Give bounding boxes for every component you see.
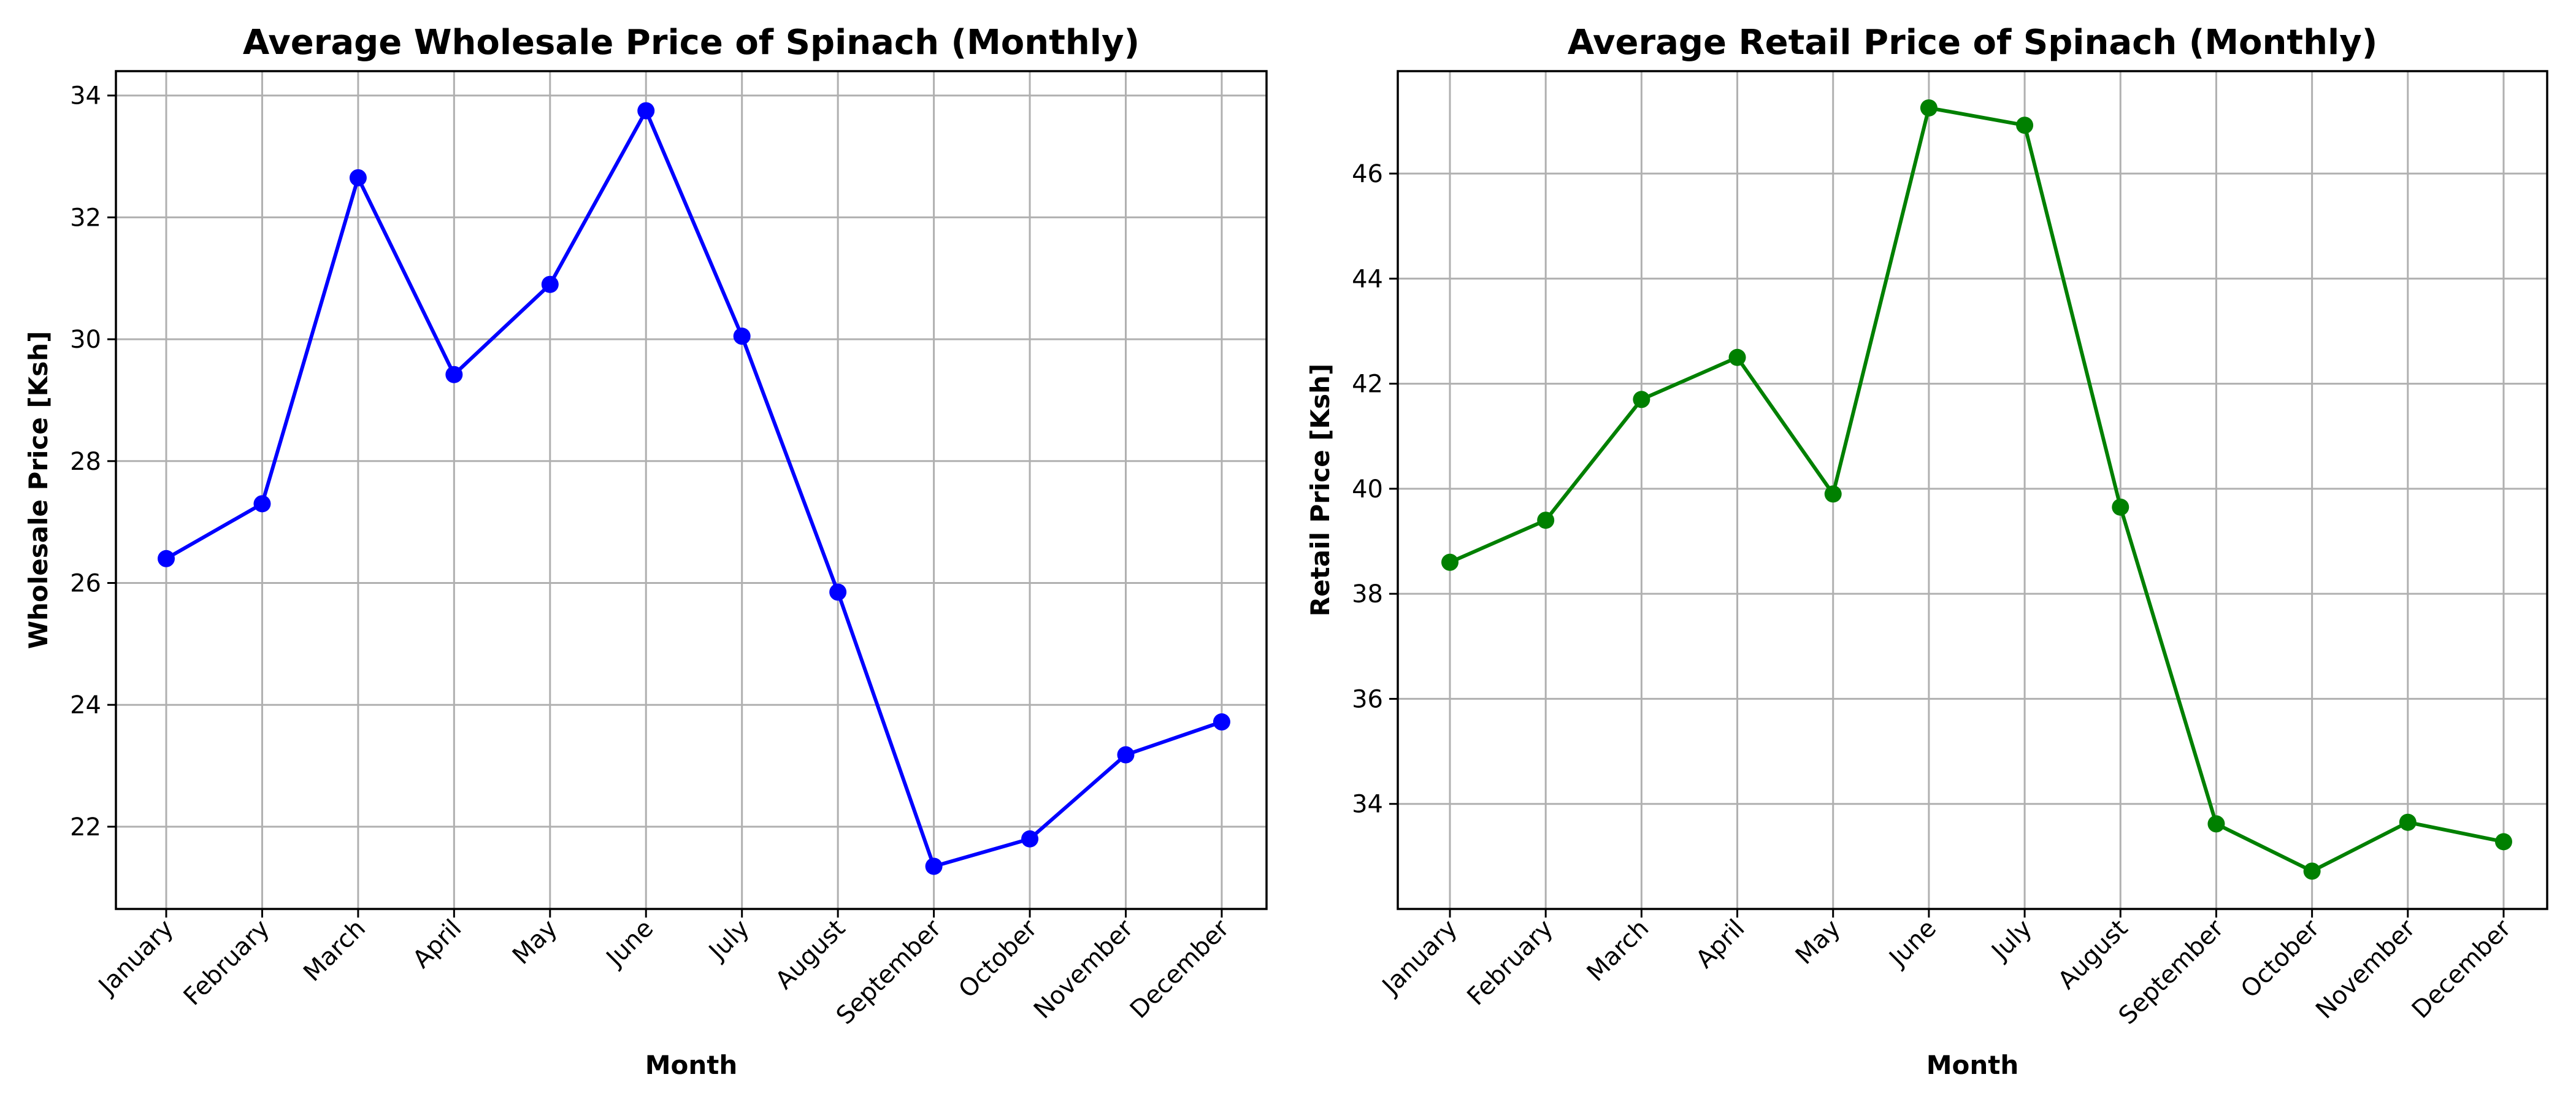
retail-y-tick-label: 44 (1352, 265, 1383, 293)
wholesale-data-point (445, 366, 463, 383)
retail-x-axis-label: Month (1926, 1050, 2019, 1080)
wholesale-series (158, 102, 1230, 875)
retail-series-line (1449, 105, 2504, 873)
wholesale-data-point (1213, 713, 1230, 731)
retail-x-tick-label: March (1582, 914, 1655, 987)
wholesale-chart-title: Average Wholesale Price of Spinach (Mont… (243, 23, 1140, 63)
retail-x-tick-label: February (1462, 914, 1558, 1011)
retail-series (1441, 99, 2512, 880)
wholesale-y-tick-label: 26 (70, 570, 101, 598)
wholesale-x-tick-label: February (178, 914, 275, 1011)
retail-price-chart: Average Retail Price of Spinach (Monthly… (1305, 23, 2548, 1080)
wholesale-data-point (1117, 746, 1135, 764)
wholesale-data-point (541, 275, 559, 293)
retail-data-point (1441, 553, 1459, 571)
wholesale-x-tick-label: June (600, 914, 659, 973)
wholesale-data-point (829, 583, 847, 601)
retail-data-point (1824, 485, 1842, 503)
retail-x-tick-label: August (2053, 914, 2134, 995)
retail-y-tick-label: 34 (1352, 791, 1383, 819)
retail-data-point (2303, 862, 2321, 880)
wholesale-y-tick-label: 24 (70, 691, 101, 719)
retail-data-point (2016, 117, 2034, 134)
wholesale-y-tick-label: 28 (70, 448, 101, 476)
retail-y-tick-label: 42 (1352, 370, 1383, 399)
wholesale-y-tick-label: 34 (70, 82, 101, 110)
retail-x-tick-label: May (1790, 914, 1846, 970)
wholesale-x-tick-label: December (1125, 914, 1235, 1024)
retail-data-point (2207, 815, 2225, 833)
retail-y-tick-label: 40 (1352, 475, 1383, 504)
wholesale-series-line (165, 109, 1222, 868)
wholesale-x-tick-label: March (298, 914, 371, 987)
retail-x-tick-label: November (2310, 914, 2421, 1024)
wholesale-y-tick-label: 22 (70, 813, 101, 841)
retail-y-axis-label: Retail Price [Ksh] (1305, 364, 1335, 616)
retail-data-point (1633, 391, 1650, 408)
wholesale-x-tick-label: November (1029, 914, 1139, 1024)
wholesale-y-tick-label: 32 (70, 204, 101, 232)
wholesale-x-tick-label: May (507, 914, 563, 970)
wholesale-plot-frame (115, 70, 1268, 910)
retail-y-tick-label: 38 (1352, 580, 1383, 608)
wholesale-x-tick-label: October (953, 914, 1043, 1003)
wholesale-x-tick-label: April (407, 914, 467, 974)
wholesale-y-axis-label: Wholesale Price [Ksh] (23, 331, 53, 650)
retail-y-tick-label: 36 (1352, 685, 1383, 713)
wholesale-data-point (253, 495, 271, 513)
retail-x-tick-label: October (2236, 914, 2325, 1003)
retail-plot-frame (1397, 70, 2548, 910)
retail-chart-title: Average Retail Price of Spinach (Monthly… (1568, 23, 2378, 63)
wholesale-data-point (1021, 830, 1039, 848)
retail-x-tick-label: January (1376, 914, 1463, 1002)
retail-y-tick-label: 46 (1352, 160, 1383, 188)
retail-x-tick-label: December (2407, 914, 2517, 1024)
retail-data-point (2112, 498, 2129, 516)
retail-x-tick-label: September (2114, 914, 2229, 1030)
wholesale-x-axis-label: Month (645, 1050, 738, 1080)
wholesale-data-point (349, 169, 367, 186)
retail-data-point (1728, 348, 1746, 366)
wholesale-data-point (158, 550, 175, 567)
retail-data-point (1537, 512, 1555, 529)
wholesale-x-tick-label: January (92, 914, 179, 1002)
retail-data-point (1920, 99, 1938, 117)
wholesale-x-tick-label: August (770, 914, 851, 995)
wholesale-data-point (637, 102, 655, 120)
retail-data-point (2494, 833, 2512, 851)
wholesale-x-tick-label: July (702, 914, 755, 967)
wholesale-x-tick-label: September (831, 914, 947, 1030)
wholesale-price-chart: Average Wholesale Price of Spinach (Mont… (23, 23, 1268, 1080)
retail-data-point (2399, 813, 2417, 831)
wholesale-data-point (925, 857, 943, 875)
wholesale-data-point (733, 328, 751, 345)
retail-x-tick-label: June (1883, 914, 1942, 973)
retail-x-tick-label: April (1690, 914, 1750, 974)
wholesale-y-tick-label: 30 (70, 326, 101, 354)
retail-x-tick-label: July (1985, 914, 2038, 967)
